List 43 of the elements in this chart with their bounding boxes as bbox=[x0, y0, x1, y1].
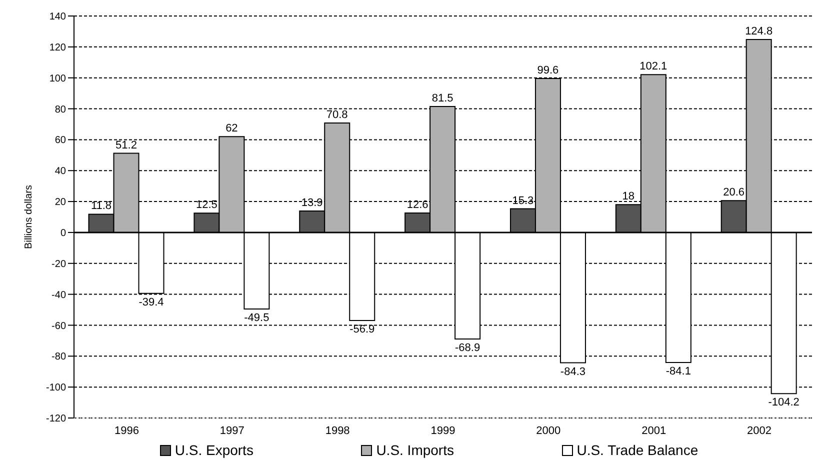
y-tick-label: 120 bbox=[49, 42, 66, 54]
y-tick-label: 100 bbox=[49, 73, 66, 84]
y-tick-label: 40 bbox=[54, 166, 66, 178]
data-label: 81.5 bbox=[432, 92, 454, 104]
data-label: -104.2 bbox=[768, 396, 800, 409]
data-label: 70.8 bbox=[326, 108, 348, 121]
y-tick-label: 20 bbox=[54, 197, 66, 208]
y-tick-label: 140 bbox=[49, 12, 66, 23]
x-tick-label: 1996 bbox=[114, 424, 139, 437]
data-label: 99.6 bbox=[537, 64, 559, 76]
data-label: 51.2 bbox=[116, 139, 137, 152]
data-label: -49.5 bbox=[244, 312, 270, 324]
legend-label: U.S. Trade Balance bbox=[576, 442, 698, 458]
y-tick-label: 80 bbox=[54, 104, 66, 116]
y-tick-label: -60 bbox=[52, 320, 66, 332]
data-label: 12.5 bbox=[196, 199, 218, 212]
data-label: -39.4 bbox=[138, 296, 164, 308]
y-tick-label: -100 bbox=[46, 382, 66, 394]
legend-label: U.S. Exports bbox=[174, 442, 254, 458]
y-tick-label: -40 bbox=[52, 290, 66, 301]
data-label: 20.6 bbox=[723, 186, 745, 199]
y-tick-label: 60 bbox=[54, 135, 66, 146]
data-label: 15.3 bbox=[512, 194, 534, 207]
x-tick-label: 1997 bbox=[220, 424, 244, 437]
x-tick-label: 2001 bbox=[642, 424, 666, 437]
y-tick-label: -120 bbox=[46, 414, 66, 425]
data-label: 11.8 bbox=[90, 200, 112, 212]
data-label: -68.9 bbox=[455, 342, 480, 354]
x-tick-label: 2002 bbox=[747, 424, 772, 437]
legend-label: U.S. Imports bbox=[376, 442, 454, 458]
x-tick-label: 2000 bbox=[536, 424, 561, 437]
data-label: 102.1 bbox=[640, 60, 668, 73]
data-label: 62 bbox=[226, 122, 238, 135]
data-label: 124.8 bbox=[745, 26, 773, 38]
data-label: -84.1 bbox=[666, 365, 691, 378]
y-tick-label: -20 bbox=[52, 258, 66, 270]
data-label: -84.3 bbox=[560, 366, 586, 378]
y-axis-title: Billions dollars bbox=[24, 185, 35, 249]
y-tick-label: 0 bbox=[60, 228, 66, 240]
data-label: 18 bbox=[622, 190, 635, 203]
y-tick-label: -80 bbox=[52, 352, 66, 363]
x-tick-label: 1999 bbox=[430, 424, 456, 437]
x-tick-label: 1998 bbox=[325, 424, 350, 437]
